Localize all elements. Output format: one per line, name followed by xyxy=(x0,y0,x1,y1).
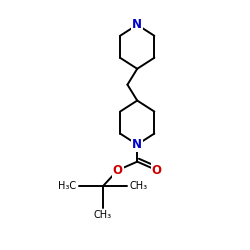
Text: N: N xyxy=(132,18,142,31)
Text: N: N xyxy=(132,138,142,151)
Text: H₃C: H₃C xyxy=(58,181,76,191)
Text: CH₃: CH₃ xyxy=(130,181,148,191)
Text: O: O xyxy=(113,164,123,177)
Text: CH₃: CH₃ xyxy=(94,210,112,220)
Text: O: O xyxy=(152,164,162,177)
